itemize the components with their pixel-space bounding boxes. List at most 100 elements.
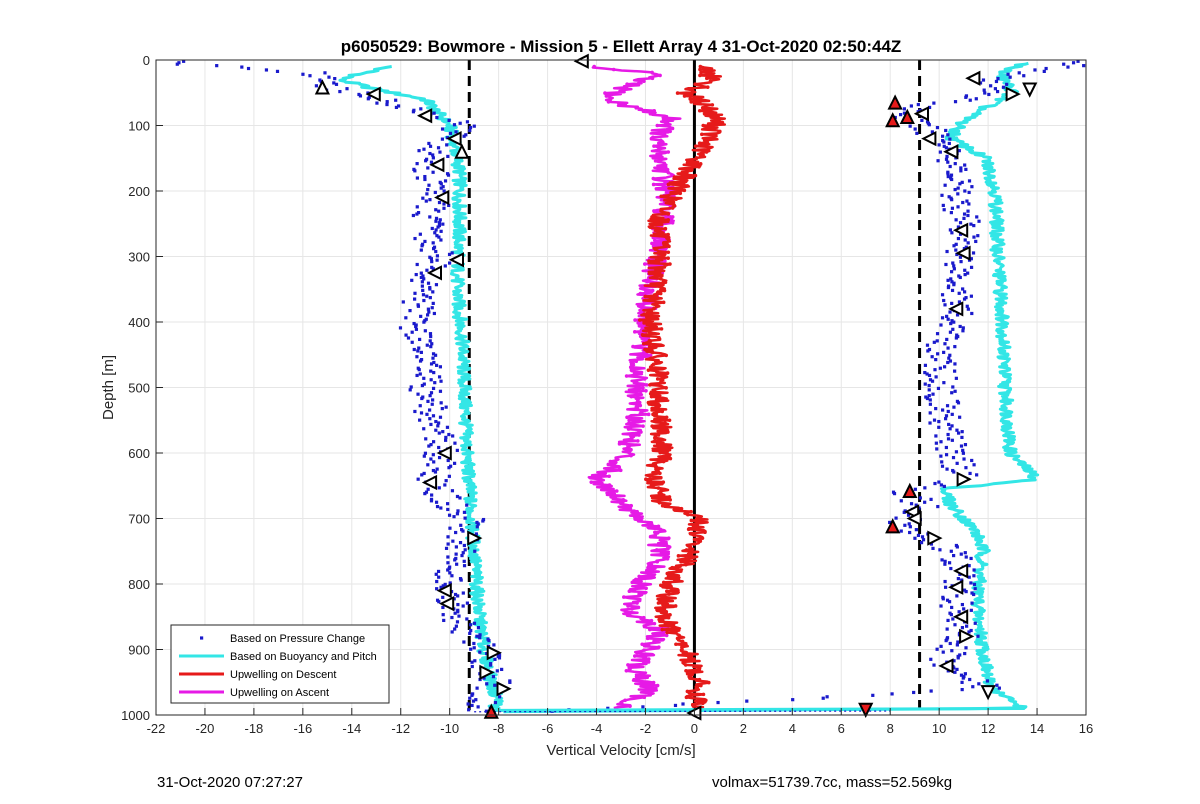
pressure-point xyxy=(954,376,958,380)
pressure-point xyxy=(921,538,926,542)
upwelling-point xyxy=(711,135,716,140)
turnaround-pressure xyxy=(474,710,891,713)
upwelling-point xyxy=(664,610,669,614)
pressure-point xyxy=(902,107,907,111)
pressure-point xyxy=(909,104,913,108)
upwelling-point xyxy=(655,683,660,688)
pressure-point xyxy=(949,549,953,553)
upwelling-point xyxy=(689,100,694,104)
upwelling-point xyxy=(649,618,654,623)
pressure-point xyxy=(934,441,938,445)
pressure-point xyxy=(961,326,965,330)
upwelling-point xyxy=(639,409,643,414)
upwelling-point xyxy=(661,300,666,305)
pressure-point xyxy=(960,680,964,684)
pressure-point xyxy=(821,696,825,700)
upwelling-point xyxy=(661,241,666,246)
upwelling-point xyxy=(624,374,629,378)
pressure-point xyxy=(426,399,430,403)
pressure-point xyxy=(919,541,924,545)
pressure-point xyxy=(745,699,749,703)
pressure-point xyxy=(476,705,480,709)
upwelling-point xyxy=(629,368,634,372)
pressure-point xyxy=(422,298,426,303)
pressure-point xyxy=(446,561,450,565)
pressure-point xyxy=(960,435,964,440)
upwelling-point xyxy=(670,206,675,210)
pressure-point xyxy=(935,647,939,651)
pressure-point xyxy=(946,317,950,321)
pressure-point xyxy=(419,248,423,252)
pressure-point xyxy=(470,664,474,669)
pressure-point xyxy=(942,350,946,354)
upwelling-point xyxy=(652,144,656,148)
pressure-point xyxy=(468,125,473,130)
pressure-point xyxy=(439,186,443,190)
pressure-point xyxy=(438,389,443,393)
pressure-point xyxy=(437,375,442,379)
pressure-point xyxy=(418,359,423,363)
upwelling-point xyxy=(655,442,660,446)
pressure-point xyxy=(431,468,436,473)
pressure-point xyxy=(994,79,999,84)
pressure-point xyxy=(966,209,970,213)
upwelling-point xyxy=(626,663,630,667)
pressure-point xyxy=(958,182,962,186)
x-tick-label: -2 xyxy=(640,721,652,736)
upwelling-point xyxy=(667,453,671,458)
upwelling-point xyxy=(665,371,670,375)
pressure-point xyxy=(264,68,269,72)
pressure-point xyxy=(467,708,471,712)
pressure-point xyxy=(940,558,944,562)
upwelling-point xyxy=(638,403,643,408)
pressure-point xyxy=(945,627,949,631)
pressure-point xyxy=(442,206,446,210)
upwelling-point xyxy=(650,424,654,428)
upwelling-point xyxy=(698,162,703,166)
pressure-point xyxy=(465,617,469,621)
upwelling-point xyxy=(701,123,706,128)
upwelling-point xyxy=(656,433,661,437)
upwelling-point xyxy=(627,421,631,425)
upwelling-point xyxy=(633,318,637,322)
pressure-point xyxy=(447,203,451,208)
pressure-point xyxy=(961,448,965,452)
pressure-point xyxy=(446,507,450,512)
upwelling-point xyxy=(659,209,663,213)
pressure-point xyxy=(949,277,953,281)
pressure-point xyxy=(963,551,967,555)
upwelling-point xyxy=(635,509,639,514)
upwelling-point xyxy=(654,268,658,272)
pressure-point xyxy=(446,568,450,572)
pressure-point xyxy=(963,443,968,447)
upwelling-point xyxy=(657,500,662,505)
pressure-point xyxy=(495,669,499,673)
pressure-point xyxy=(928,402,932,406)
upwelling-point xyxy=(629,436,634,440)
pressure-point xyxy=(439,229,443,233)
pressure-point xyxy=(444,438,448,442)
upwelling-point xyxy=(693,144,698,148)
upwelling-point xyxy=(666,430,670,434)
pressure-point xyxy=(435,115,439,120)
pressure-point xyxy=(323,71,327,75)
pressure-point xyxy=(934,434,938,438)
pressure-point xyxy=(936,352,940,356)
pressure-point xyxy=(950,438,954,442)
pressure-point xyxy=(965,199,969,203)
pressure-point xyxy=(240,65,244,69)
pressure-point xyxy=(485,682,489,686)
pressure-point xyxy=(442,202,446,206)
upwelling-point xyxy=(663,421,667,425)
pressure-point xyxy=(956,225,961,229)
upwelling-point xyxy=(700,106,705,110)
pressure-point xyxy=(412,321,416,326)
upwelling-point xyxy=(667,418,672,423)
triangle-marker xyxy=(446,130,462,147)
pressure-point xyxy=(950,177,954,182)
pressure-point xyxy=(434,363,439,367)
upwelling-point xyxy=(642,312,647,316)
pressure-point xyxy=(950,319,954,323)
pressure-point xyxy=(453,441,457,445)
pressure-point xyxy=(411,110,416,114)
